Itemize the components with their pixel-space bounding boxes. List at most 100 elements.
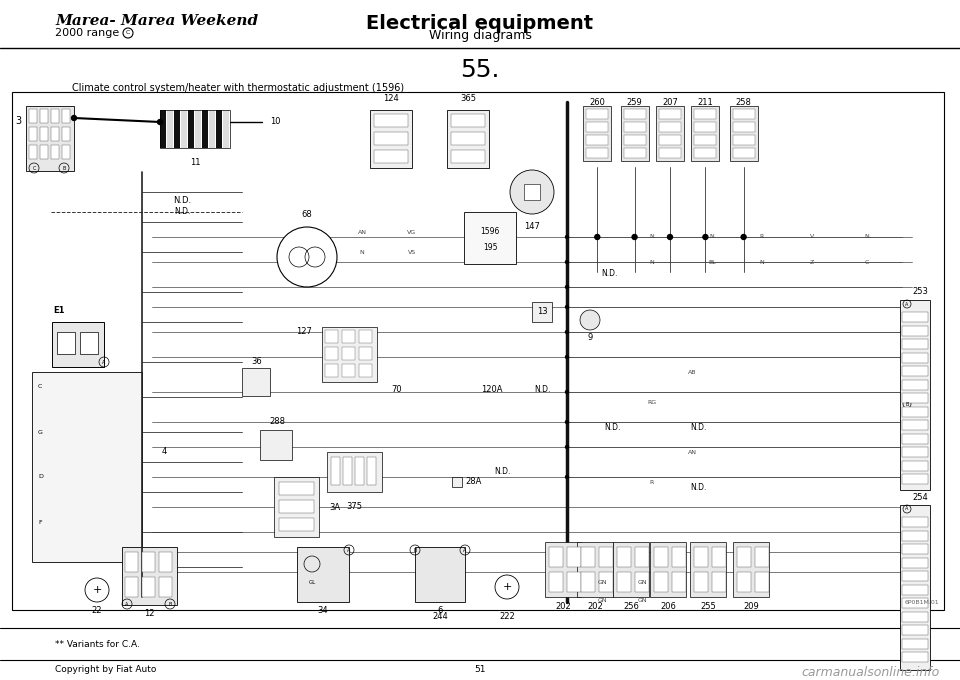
Bar: [331, 457, 340, 485]
Text: GN: GN: [637, 579, 647, 585]
Bar: [322, 327, 377, 382]
Bar: [712, 572, 726, 592]
Bar: [902, 326, 928, 335]
Text: N.D.: N.D.: [534, 386, 550, 394]
Bar: [374, 132, 408, 145]
Text: A: A: [464, 547, 467, 552]
Bar: [902, 447, 928, 457]
Text: 258: 258: [735, 98, 752, 107]
Bar: [617, 572, 631, 592]
Bar: [654, 547, 668, 567]
Bar: [902, 558, 928, 568]
Bar: [188, 110, 194, 148]
Text: AB: AB: [687, 369, 696, 375]
Bar: [733, 542, 769, 597]
Text: 6P0B1M.01: 6P0B1M.01: [904, 600, 939, 605]
Text: N: N: [759, 260, 764, 265]
Bar: [359, 364, 372, 377]
Bar: [62, 145, 70, 159]
Text: Marea‐ Marea Weekend: Marea‐ Marea Weekend: [55, 14, 258, 28]
Text: N.D.: N.D.: [601, 269, 617, 279]
Bar: [587, 122, 609, 132]
Bar: [902, 639, 928, 649]
Circle shape: [565, 420, 568, 424]
Bar: [635, 547, 649, 567]
Bar: [659, 122, 681, 132]
Circle shape: [565, 445, 568, 449]
Bar: [694, 572, 708, 592]
Bar: [902, 571, 928, 581]
Bar: [659, 148, 681, 158]
Text: 253: 253: [912, 288, 928, 296]
Bar: [374, 150, 408, 163]
Bar: [29, 145, 37, 159]
Bar: [659, 109, 681, 119]
Text: 3: 3: [15, 116, 21, 126]
Circle shape: [157, 120, 162, 124]
Circle shape: [565, 356, 568, 358]
Bar: [62, 109, 70, 123]
Text: A: A: [905, 301, 909, 307]
Text: A: A: [126, 602, 129, 607]
Text: ** Variants for C.A.: ** Variants for C.A.: [55, 640, 140, 649]
Text: RG: RG: [647, 400, 657, 405]
Bar: [730, 106, 757, 161]
Bar: [370, 110, 412, 168]
Bar: [902, 393, 928, 403]
Bar: [57, 332, 75, 354]
Circle shape: [632, 235, 637, 239]
Bar: [51, 127, 59, 141]
Text: 124: 124: [383, 94, 398, 103]
Bar: [80, 332, 98, 354]
Circle shape: [71, 116, 77, 120]
Circle shape: [85, 578, 109, 602]
Text: GN: GN: [637, 598, 647, 602]
Bar: [29, 109, 37, 123]
Text: B: B: [905, 401, 909, 407]
Bar: [452, 477, 462, 487]
Circle shape: [565, 330, 568, 333]
Text: N: N: [650, 260, 655, 265]
Circle shape: [580, 310, 600, 330]
Bar: [51, 109, 59, 123]
Text: 55.: 55.: [460, 58, 500, 82]
Text: 222: 222: [499, 612, 515, 621]
Text: 51: 51: [474, 666, 486, 675]
Bar: [599, 572, 613, 592]
Bar: [51, 145, 59, 159]
Text: 10: 10: [270, 118, 280, 126]
Bar: [545, 542, 581, 597]
Bar: [451, 114, 485, 127]
Text: E1: E1: [53, 306, 64, 315]
Text: N.D.: N.D.: [173, 196, 191, 205]
Bar: [902, 379, 928, 390]
Text: 255: 255: [701, 602, 716, 611]
Bar: [587, 109, 609, 119]
Bar: [142, 577, 155, 597]
Bar: [125, 577, 138, 597]
Bar: [160, 110, 230, 148]
Bar: [464, 212, 516, 264]
Circle shape: [741, 235, 746, 239]
Bar: [12, 92, 944, 610]
Text: 36: 36: [252, 358, 262, 367]
Bar: [167, 110, 173, 148]
Text: R: R: [760, 235, 764, 239]
Bar: [577, 542, 613, 597]
Bar: [242, 368, 270, 396]
Bar: [40, 127, 48, 141]
Circle shape: [565, 235, 568, 239]
Bar: [374, 114, 408, 127]
Text: 259: 259: [627, 98, 642, 107]
Circle shape: [565, 260, 568, 263]
Bar: [142, 552, 155, 572]
Bar: [902, 474, 928, 484]
Text: 127: 127: [296, 327, 312, 336]
Text: 365: 365: [460, 94, 476, 103]
Text: B: B: [62, 165, 65, 171]
Bar: [654, 572, 668, 592]
Text: N.D.: N.D.: [690, 422, 707, 432]
Bar: [587, 135, 609, 145]
Bar: [26, 106, 74, 171]
Text: GL: GL: [308, 579, 316, 585]
